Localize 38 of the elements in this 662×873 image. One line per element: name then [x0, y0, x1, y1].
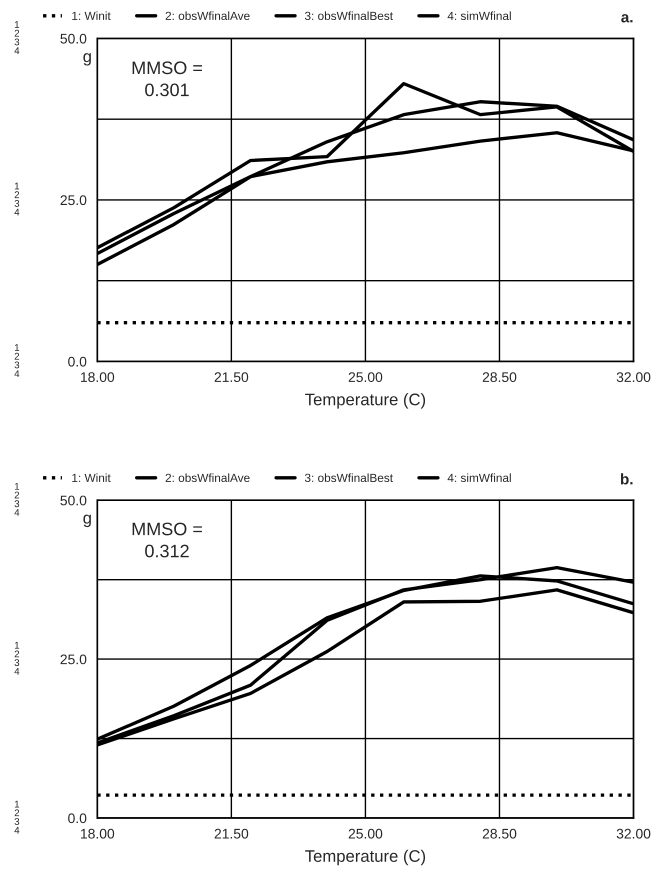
legend-label: 3: obsWfinalBest — [304, 473, 393, 482]
y-axis-title: g — [83, 514, 91, 528]
legend-label: 3: obsWfinalBest — [304, 11, 393, 20]
y-tick-label: 0.0 — [68, 813, 86, 824]
text: 1 2 3 4 — [14, 344, 20, 377]
legend-label: 4: simWfinal — [448, 473, 511, 482]
x-tick-label: 25.00 — [348, 372, 382, 382]
y-tick-label: 0.0 — [68, 356, 86, 367]
y-tick-label: 50.0 — [60, 34, 86, 44]
x-tick-label: 32.00 — [616, 828, 650, 839]
x-tick-label: 28.50 — [482, 372, 516, 382]
legend-label: 1: Winit — [72, 473, 111, 482]
annotation: MMSO = 0.312 — [132, 522, 202, 558]
text: 1 2 3 4 — [14, 482, 20, 516]
y-tick-label: 25.0 — [60, 654, 86, 664]
annotation: MMSO = 0.301 — [132, 61, 202, 96]
x-tick-label: 18.00 — [80, 372, 114, 382]
x-tick-label: 21.50 — [214, 372, 248, 382]
text: 1 2 3 4 — [14, 182, 20, 216]
legend-label: 2: obsWfinalAve — [166, 11, 250, 20]
x-tick-label: 18.00 — [80, 828, 114, 839]
x-tick-label: 25.00 — [348, 828, 382, 839]
y-axis-title: g — [83, 53, 91, 66]
x-tick-label: 28.50 — [482, 828, 516, 839]
legend-label: 4: simWfinal — [448, 11, 511, 20]
text: a. — [621, 14, 632, 22]
text: 1 2 3 4 — [14, 642, 20, 675]
x-tick-label: 32.00 — [616, 372, 650, 382]
y-tick-label: 50.0 — [60, 496, 86, 506]
text: 1 2 3 4 — [14, 800, 20, 834]
x-tick-label: 21.50 — [214, 828, 248, 839]
y-tick-label: 25.0 — [60, 195, 86, 206]
text: 1 2 3 4 — [14, 21, 20, 54]
legend-label: 1: Winit — [72, 11, 111, 20]
x-axis-title: Temperature (C) — [305, 393, 426, 409]
legend-label: 2: obsWfinalAve — [166, 473, 250, 482]
text: b. — [620, 473, 632, 484]
x-axis-title: Temperature (C) — [305, 850, 426, 866]
